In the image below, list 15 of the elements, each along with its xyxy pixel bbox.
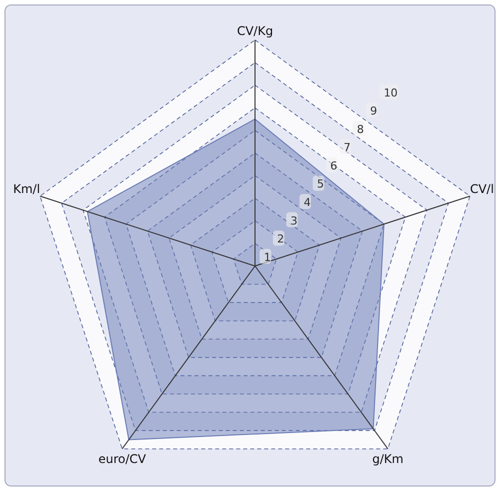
y-tick-label: 1 (264, 250, 271, 264)
spoke-label: g/Km (372, 452, 404, 466)
y-tick-label: 4 (304, 196, 311, 210)
spoke-label: euro/CV (98, 452, 147, 466)
spoke-label: Km/l (13, 182, 40, 196)
y-tick-label: 8 (356, 122, 364, 136)
y-tick-label: 10 (384, 86, 398, 100)
spoke-label: CV/l (470, 182, 494, 196)
spoke-label: CV/Kg (236, 24, 274, 38)
y-tick-label: 3 (290, 214, 298, 228)
y-tick-label: 2 (277, 232, 284, 246)
y-tick-label: 7 (344, 141, 351, 154)
y-tick-label: 6 (330, 159, 338, 172)
y-tick-label: 5 (317, 178, 324, 191)
y-tick-label: 9 (370, 104, 378, 118)
